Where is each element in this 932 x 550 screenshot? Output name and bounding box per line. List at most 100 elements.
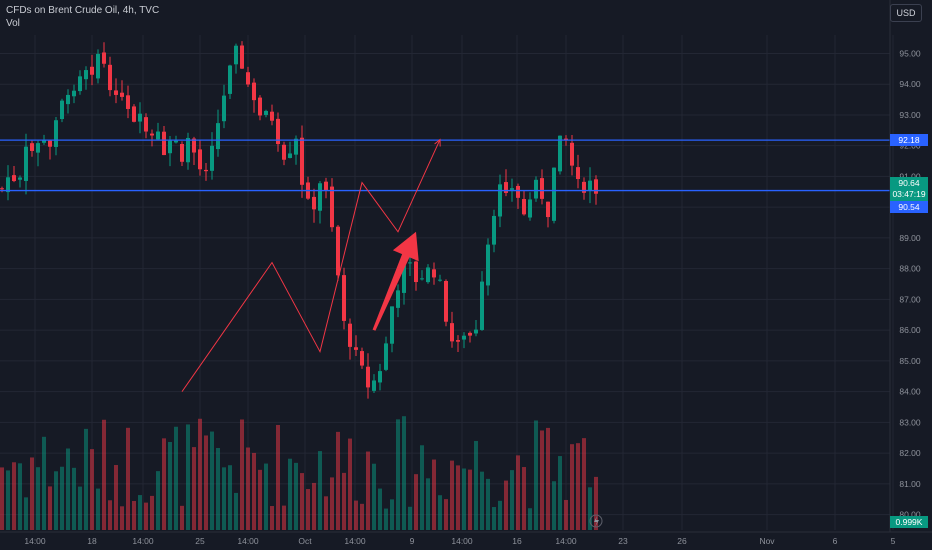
time-tick-label: 5 [891, 536, 896, 546]
currency-button[interactable]: USD [890, 4, 922, 22]
volume-bar [282, 505, 286, 530]
candle-body [18, 177, 22, 180]
candle-body [258, 97, 262, 116]
time-tick-label: 25 [195, 536, 205, 546]
bar-countdown: 03:47:19 [892, 189, 926, 200]
time-tick-label: Oct [298, 536, 312, 546]
candle-body [594, 179, 598, 194]
candle-body [282, 144, 286, 160]
volume-bar [552, 481, 556, 530]
volume-bar [198, 418, 202, 530]
volume-bar [114, 465, 118, 530]
candle-body [150, 133, 154, 136]
volume-bar [66, 448, 70, 530]
candle-body [312, 196, 316, 210]
volume-bars [0, 416, 598, 530]
volume-bar [348, 438, 352, 530]
candle-body [300, 137, 304, 185]
volume-bar [258, 469, 262, 530]
candle-body [498, 184, 502, 217]
candle-body [528, 199, 532, 218]
volume-bar [498, 500, 502, 530]
candle-body [48, 140, 52, 147]
candle-body [354, 347, 358, 350]
volume-bar [0, 467, 4, 530]
volume-bar [276, 424, 280, 530]
candle-body [366, 366, 370, 388]
candle-body [36, 143, 40, 153]
time-tick-label: 14:00 [237, 536, 259, 546]
volume-bar [216, 447, 220, 530]
candle-body [540, 178, 544, 199]
volume-bar [168, 441, 172, 530]
candle-body [156, 131, 160, 140]
volume-bar [570, 444, 574, 530]
candle-body [546, 201, 550, 218]
volume-lightning-icon[interactable] [589, 514, 603, 528]
candle-body [204, 169, 208, 172]
volume-bar [414, 474, 418, 530]
volume-bar [474, 440, 478, 530]
time-axis[interactable]: 14:00 18 14:00 25 14:00 Oct 14:00 9 14:00 16 14:00… [0, 531, 932, 546]
candle-body [54, 120, 58, 147]
candle-body [132, 106, 136, 122]
candle-body [210, 145, 214, 171]
candle-body [72, 90, 76, 97]
volume-bar [468, 469, 472, 530]
volume-bar [78, 486, 82, 530]
trend-drawings[interactable] [181, 138, 441, 392]
candle-body [486, 244, 490, 286]
volume-bar [252, 452, 256, 530]
volume-bar [246, 447, 250, 530]
volume-bar [426, 478, 430, 530]
candle-body [90, 66, 94, 75]
trend-path [181, 139, 441, 392]
candle-body [96, 53, 100, 79]
candle-body [360, 351, 364, 366]
candle-body [324, 181, 328, 191]
price-tick-label: 88.00 [899, 264, 921, 274]
volume-bar [126, 427, 130, 530]
candle-body [492, 215, 496, 245]
volume-bar [186, 424, 190, 530]
volume-bar [132, 500, 136, 530]
volume-bar [504, 480, 508, 530]
candle-body [114, 90, 118, 95]
volume-bar [510, 470, 514, 530]
volume-bar [120, 506, 124, 530]
time-tick-label: 26 [677, 536, 687, 546]
volume-bar [174, 426, 178, 530]
volume-bar [180, 505, 184, 530]
candle-body [234, 45, 238, 65]
candle-body [168, 140, 172, 154]
volume-bar [444, 499, 448, 530]
candle-body [414, 261, 418, 283]
volume-bar [192, 447, 196, 530]
candle-body [138, 113, 142, 122]
candle-body [384, 343, 388, 370]
volume-bar [138, 495, 142, 530]
horizontal-levels[interactable] [0, 139, 890, 192]
volume-bar [330, 477, 334, 530]
candle-body [30, 143, 34, 151]
symbol-title[interactable]: CFDs on Brent Crude Oil, 4h, TVC [6, 5, 160, 16]
candle-body [126, 95, 130, 109]
candle-body [426, 267, 430, 283]
candle-body [516, 185, 520, 198]
volume-bar [576, 443, 580, 530]
volume-bar [546, 427, 550, 530]
volume-bar [342, 472, 346, 530]
volume-bar [378, 488, 382, 530]
time-tick-label: Nov [759, 536, 775, 546]
price-tick-label: 93.00 [899, 110, 921, 120]
candle-body [330, 186, 334, 228]
candle-body [402, 265, 406, 293]
volume-bar [144, 502, 148, 530]
candle-body [192, 138, 196, 153]
candle-body [480, 281, 484, 330]
volume-label: Vol [6, 18, 20, 29]
volume-bar [480, 471, 484, 530]
candle-body [240, 45, 244, 69]
price-tick-label: 95.00 [899, 48, 921, 58]
